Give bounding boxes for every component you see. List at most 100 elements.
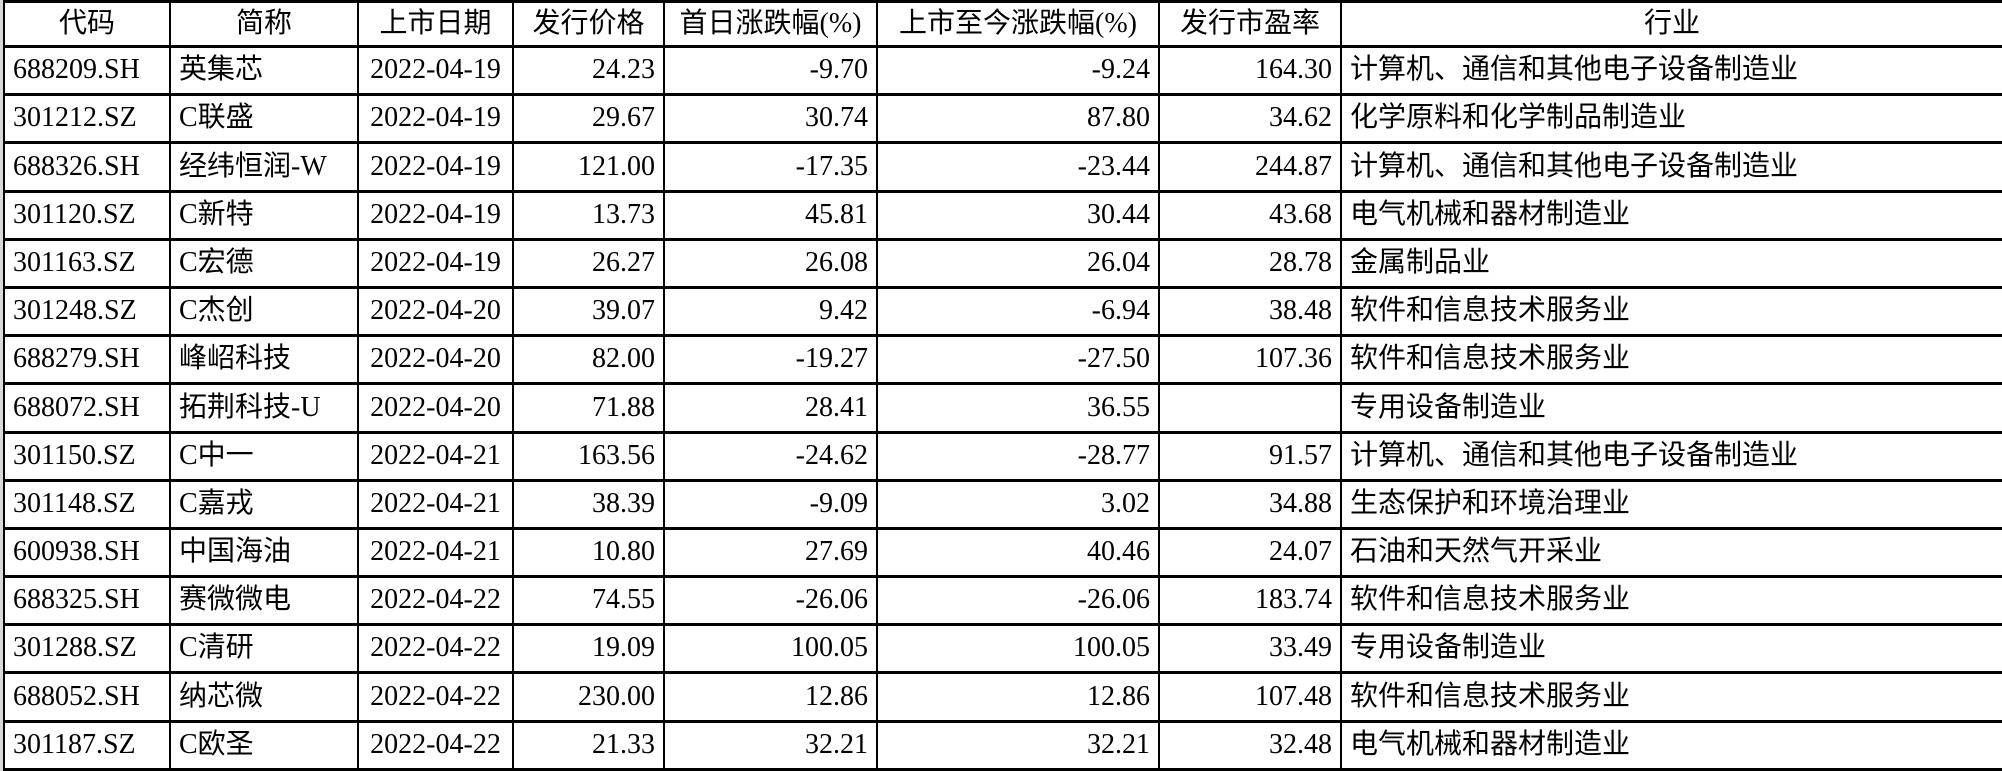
cell-name: C宏德 [169, 237, 359, 289]
cell-name: C清研 [169, 623, 359, 675]
column-header-issue-pe: 发行市盈率 [1158, 0, 1342, 48]
cell-industry: 电气机械和器材制造业 [1340, 719, 2002, 771]
cell-issue-price: 121.00 [512, 141, 665, 193]
column-header-industry: 行业 [1340, 0, 2002, 48]
cell-since-listing-change: -27.50 [876, 334, 1160, 386]
column-header-code: 代码 [3, 0, 171, 48]
cell-issue-pe: 32.48 [1158, 719, 1342, 771]
table-body: 688209.SH 英集芯 2022-04-19 24.23 -9.70 -9.… [3, 44, 2002, 771]
table-row: 301212.SZ C联盛 2022-04-19 29.67 30.74 87.… [3, 93, 2002, 145]
cell-list-date: 2022-04-22 [357, 623, 514, 675]
cell-since-listing-change: -26.06 [876, 575, 1160, 627]
table-row: 688052.SH 纳芯微 2022-04-22 230.00 12.86 12… [3, 671, 2002, 723]
cell-name: C杰创 [169, 285, 359, 338]
column-header-since-listing-change: 上市至今涨跌幅(%) [876, 0, 1160, 48]
cell-industry: 生态保护和环境治理业 [1340, 478, 2002, 530]
cell-since-listing-change: -23.44 [876, 141, 1160, 193]
cell-name: 英集芯 [169, 44, 359, 97]
table-row: 301120.SZ C新特 2022-04-19 13.73 45.81 30.… [3, 189, 2002, 241]
table-row: 688325.SH 赛微微电 2022-04-22 74.55 -26.06 -… [3, 575, 2002, 627]
cell-since-listing-change: 87.80 [876, 93, 1160, 145]
cell-first-day-change: 27.69 [663, 526, 878, 579]
cell-industry: 石油和天然气开采业 [1340, 526, 2002, 579]
cell-code: 688279.SH [3, 334, 171, 386]
cell-list-date: 2022-04-21 [357, 526, 514, 579]
cell-issue-price: 39.07 [512, 285, 665, 338]
cell-code: 301248.SZ [3, 285, 171, 338]
cell-code: 301187.SZ [3, 719, 171, 771]
cell-code: 301212.SZ [3, 93, 171, 145]
cell-issue-pe: 107.36 [1158, 334, 1342, 386]
table-row: 301148.SZ C嘉戎 2022-04-21 38.39 -9.09 3.0… [3, 478, 2002, 530]
cell-since-listing-change: -9.24 [876, 44, 1160, 97]
table-row: 301187.SZ C欧圣 2022-04-22 21.33 32.21 32.… [3, 719, 2002, 771]
cell-issue-pe: 107.48 [1158, 671, 1342, 723]
column-header-issue-price: 发行价格 [512, 0, 665, 48]
cell-code: 301120.SZ [3, 189, 171, 241]
table-row: 688072.SH 拓荆科技-U 2022-04-20 71.88 28.41 … [3, 382, 2002, 434]
cell-name: C中一 [169, 430, 359, 482]
column-header-name: 简称 [169, 0, 359, 48]
cell-industry: 专用设备制造业 [1340, 382, 2002, 434]
cell-industry: 软件和信息技术服务业 [1340, 285, 2002, 338]
cell-name: 纳芯微 [169, 671, 359, 723]
ipo-table: 代码 简称 上市日期 发行价格 首日涨跌幅(%) 上市至今涨跌幅(%) 发行市盈… [3, 0, 2002, 771]
column-header-first-day-change: 首日涨跌幅(%) [663, 0, 878, 48]
cell-first-day-change: 28.41 [663, 382, 878, 434]
cell-name: 拓荆科技-U [169, 382, 359, 434]
cell-since-listing-change: 3.02 [876, 478, 1160, 530]
cell-list-date: 2022-04-19 [357, 237, 514, 289]
cell-issue-price: 74.55 [512, 575, 665, 627]
cell-industry: 计算机、通信和其他电子设备制造业 [1340, 141, 2002, 193]
header-row: 代码 简称 上市日期 发行价格 首日涨跌幅(%) 上市至今涨跌幅(%) 发行市盈… [3, 0, 2002, 48]
cell-issue-price: 29.67 [512, 93, 665, 145]
cell-industry: 软件和信息技术服务业 [1340, 671, 2002, 723]
cell-since-listing-change: 32.21 [876, 719, 1160, 771]
cell-code: 688209.SH [3, 44, 171, 97]
cell-industry: 计算机、通信和其他电子设备制造业 [1340, 430, 2002, 482]
cell-list-date: 2022-04-19 [357, 141, 514, 193]
cell-since-listing-change: -28.77 [876, 430, 1160, 482]
cell-since-listing-change: -6.94 [876, 285, 1160, 338]
cell-issue-pe: 34.62 [1158, 93, 1342, 145]
cell-issue-price: 230.00 [512, 671, 665, 723]
cell-code: 688052.SH [3, 671, 171, 723]
cell-issue-pe: 34.88 [1158, 478, 1342, 530]
cell-since-listing-change: 30.44 [876, 189, 1160, 241]
cell-list-date: 2022-04-19 [357, 44, 514, 97]
cell-code: 688326.SH [3, 141, 171, 193]
cell-code: 688325.SH [3, 575, 171, 627]
cell-industry: 电气机械和器材制造业 [1340, 189, 2002, 241]
cell-issue-pe: 244.87 [1158, 141, 1342, 193]
cell-since-listing-change: 100.05 [876, 623, 1160, 675]
cell-code: 301148.SZ [3, 478, 171, 530]
cell-since-listing-change: 26.04 [876, 237, 1160, 289]
cell-code: 301288.SZ [3, 623, 171, 675]
cell-since-listing-change: 36.55 [876, 382, 1160, 434]
cell-issue-pe [1158, 382, 1342, 434]
table-row: 600938.SH 中国海油 2022-04-21 10.80 27.69 40… [3, 526, 2002, 579]
cell-issue-price: 26.27 [512, 237, 665, 289]
column-header-list-date: 上市日期 [357, 0, 514, 48]
cell-list-date: 2022-04-22 [357, 575, 514, 627]
cell-issue-price: 19.09 [512, 623, 665, 675]
cell-industry: 金属制品业 [1340, 237, 2002, 289]
cell-industry: 专用设备制造业 [1340, 623, 2002, 675]
cell-name: C联盛 [169, 93, 359, 145]
cell-code: 301150.SZ [3, 430, 171, 482]
cell-since-listing-change: 40.46 [876, 526, 1160, 579]
cell-industry: 软件和信息技术服务业 [1340, 334, 2002, 386]
cell-issue-price: 10.80 [512, 526, 665, 579]
cell-first-day-change: -9.09 [663, 478, 878, 530]
cell-code: 688072.SH [3, 382, 171, 434]
cell-issue-price: 21.33 [512, 719, 665, 771]
table-row: 688279.SH 峰岹科技 2022-04-20 82.00 -19.27 -… [3, 334, 2002, 386]
cell-issue-price: 13.73 [512, 189, 665, 241]
cell-first-day-change: -19.27 [663, 334, 878, 386]
cell-list-date: 2022-04-22 [357, 671, 514, 723]
cell-list-date: 2022-04-20 [357, 382, 514, 434]
cell-first-day-change: 12.86 [663, 671, 878, 723]
cell-issue-price: 163.56 [512, 430, 665, 482]
cell-first-day-change: -24.62 [663, 430, 878, 482]
cell-issue-pe: 164.30 [1158, 44, 1342, 97]
